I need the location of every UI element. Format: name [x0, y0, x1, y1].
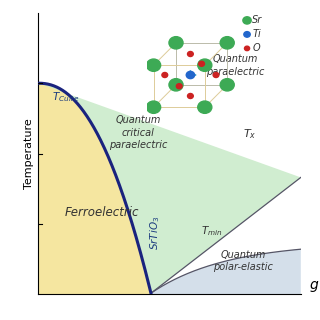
Circle shape	[244, 32, 250, 37]
Text: Ferroelectric: Ferroelectric	[65, 205, 139, 219]
Text: $T_{min}$: $T_{min}$	[201, 224, 223, 238]
Circle shape	[169, 36, 183, 49]
Text: $T_x$: $T_x$	[243, 127, 257, 140]
Polygon shape	[151, 249, 301, 294]
Circle shape	[198, 59, 212, 71]
Circle shape	[162, 72, 168, 77]
Text: Quantum
paraelectric: Quantum paraelectric	[206, 54, 264, 77]
Circle shape	[188, 52, 193, 57]
Polygon shape	[38, 83, 151, 294]
Circle shape	[220, 79, 234, 91]
Text: Sr: Sr	[252, 15, 262, 25]
Text: Quantum
polar-elastic: Quantum polar-elastic	[213, 250, 273, 272]
Text: SrTiO$_3$: SrTiO$_3$	[148, 215, 162, 250]
Circle shape	[220, 36, 234, 49]
Circle shape	[169, 79, 183, 91]
Circle shape	[176, 84, 182, 89]
Text: Quantum
critical
paraelectric: Quantum critical paraelectric	[109, 115, 167, 150]
Y-axis label: Temperature: Temperature	[24, 118, 34, 189]
Text: $T_{Curie}$: $T_{Curie}$	[52, 90, 79, 104]
Circle shape	[186, 71, 195, 79]
Circle shape	[147, 101, 161, 113]
Circle shape	[188, 93, 193, 99]
Text: Ti: Ti	[252, 29, 261, 39]
Text: O: O	[252, 44, 260, 53]
Circle shape	[147, 59, 161, 71]
Circle shape	[244, 46, 250, 51]
Circle shape	[199, 61, 204, 66]
Polygon shape	[38, 83, 301, 294]
Text: $g$: $g$	[309, 279, 319, 294]
Circle shape	[243, 17, 251, 24]
Circle shape	[198, 101, 212, 113]
Circle shape	[213, 72, 219, 77]
